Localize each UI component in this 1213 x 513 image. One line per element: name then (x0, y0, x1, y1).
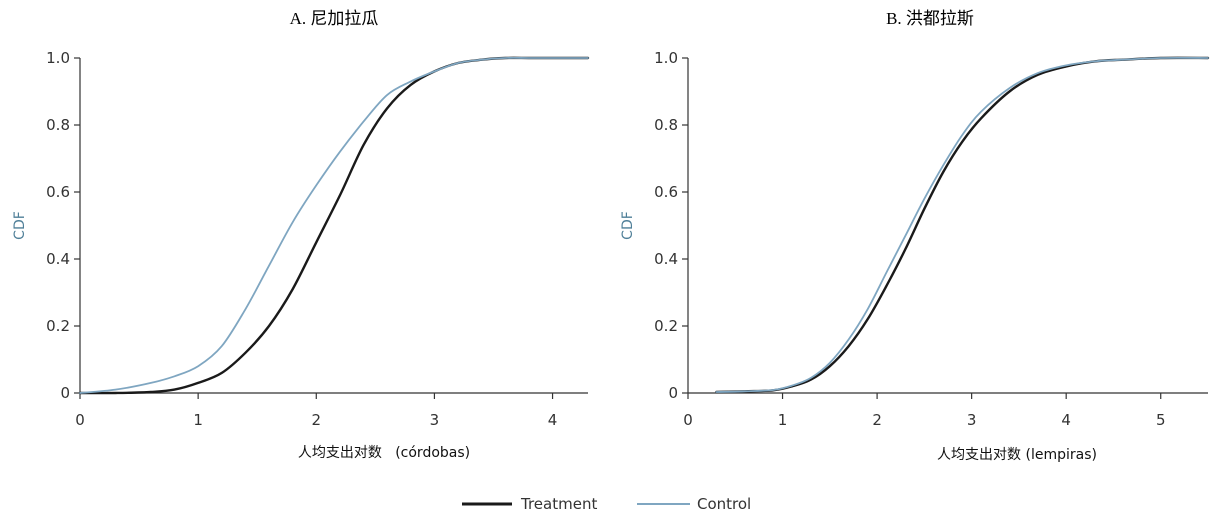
y-tick-label: 0 (60, 384, 70, 402)
y-tick-label: 0.4 (46, 250, 70, 268)
x-axis-title: 人均支出对数 (córdobas) (298, 445, 470, 461)
y-tick-label: 0.6 (654, 183, 678, 201)
y-tick-label: 0.2 (46, 317, 70, 335)
chart-panel-2: B. 洪都拉斯 0 0.2 0.4 0.6 0.8 1.0 0 1 2 3 4 5 CDF 人均支出对数 (… (620, 9, 1210, 463)
series-line-treatment (715, 56, 1210, 394)
chart-title: A. 尼加拉瓜 (290, 9, 379, 28)
chart-panel-1: A. 尼加拉瓜 0 0.2 0.4 0.6 0.8 1.0 0 1 2 3 4 CDF 人均支出对数 (c… (12, 9, 590, 461)
y-tick-label: 1.0 (654, 49, 678, 67)
y-tick-label: 0.8 (46, 116, 70, 134)
y-axis-title: CDF (12, 211, 28, 240)
y-tick-label: 0.2 (654, 317, 678, 335)
legend: Treatment Control (462, 495, 751, 513)
x-tick-label: 3 (430, 411, 440, 429)
x-tick-label: 2 (312, 411, 322, 429)
y-tick-label: 1.0 (46, 49, 70, 67)
y-tick-label: 0.4 (654, 250, 678, 268)
x-tick-label: 1 (193, 411, 203, 429)
y-axis-title: CDF (620, 211, 636, 240)
x-tick-label: 4 (1061, 411, 1071, 429)
x-tick-label: 0 (75, 411, 85, 429)
y-tick-label: 0.6 (46, 183, 70, 201)
x-tick-label: 4 (548, 411, 558, 429)
legend-label-treatment: Treatment (520, 495, 597, 513)
x-tick-label: 3 (967, 411, 977, 429)
x-tick-label: 1 (778, 411, 788, 429)
chart-title: B. 洪都拉斯 (886, 9, 974, 28)
series-line-treatment (78, 56, 590, 395)
y-tick-label: 0 (668, 384, 678, 402)
series-line-control (715, 56, 1209, 393)
x-tick-label: 5 (1156, 411, 1166, 429)
x-tick-label: 0 (683, 411, 693, 429)
x-tick-label: 2 (872, 411, 882, 429)
series-line-control (79, 56, 589, 394)
legend-label-control: Control (697, 495, 751, 513)
y-tick-label: 0.8 (654, 116, 678, 134)
x-axis-title: 人均支出对数 (lempiras) (937, 447, 1097, 463)
